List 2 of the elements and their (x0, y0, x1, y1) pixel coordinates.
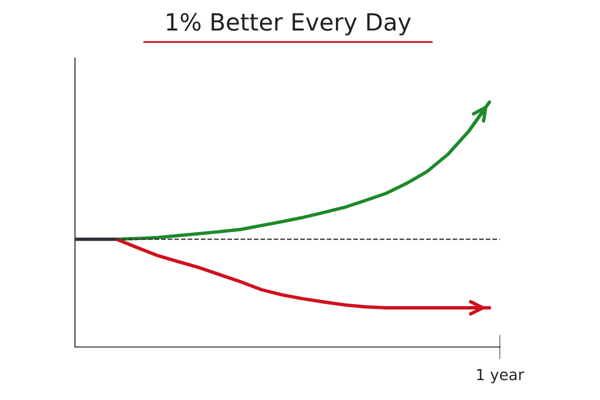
text: 1 year (477, 368, 524, 384)
chart-title: 1% Better Every Day (167, 12, 411, 36)
